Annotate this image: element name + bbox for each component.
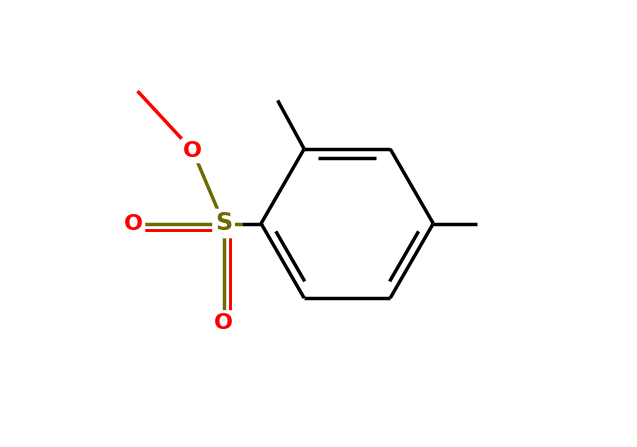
Text: O: O <box>214 313 233 333</box>
Text: S: S <box>215 211 232 236</box>
Text: O: O <box>183 141 202 160</box>
Text: O: O <box>124 214 143 233</box>
